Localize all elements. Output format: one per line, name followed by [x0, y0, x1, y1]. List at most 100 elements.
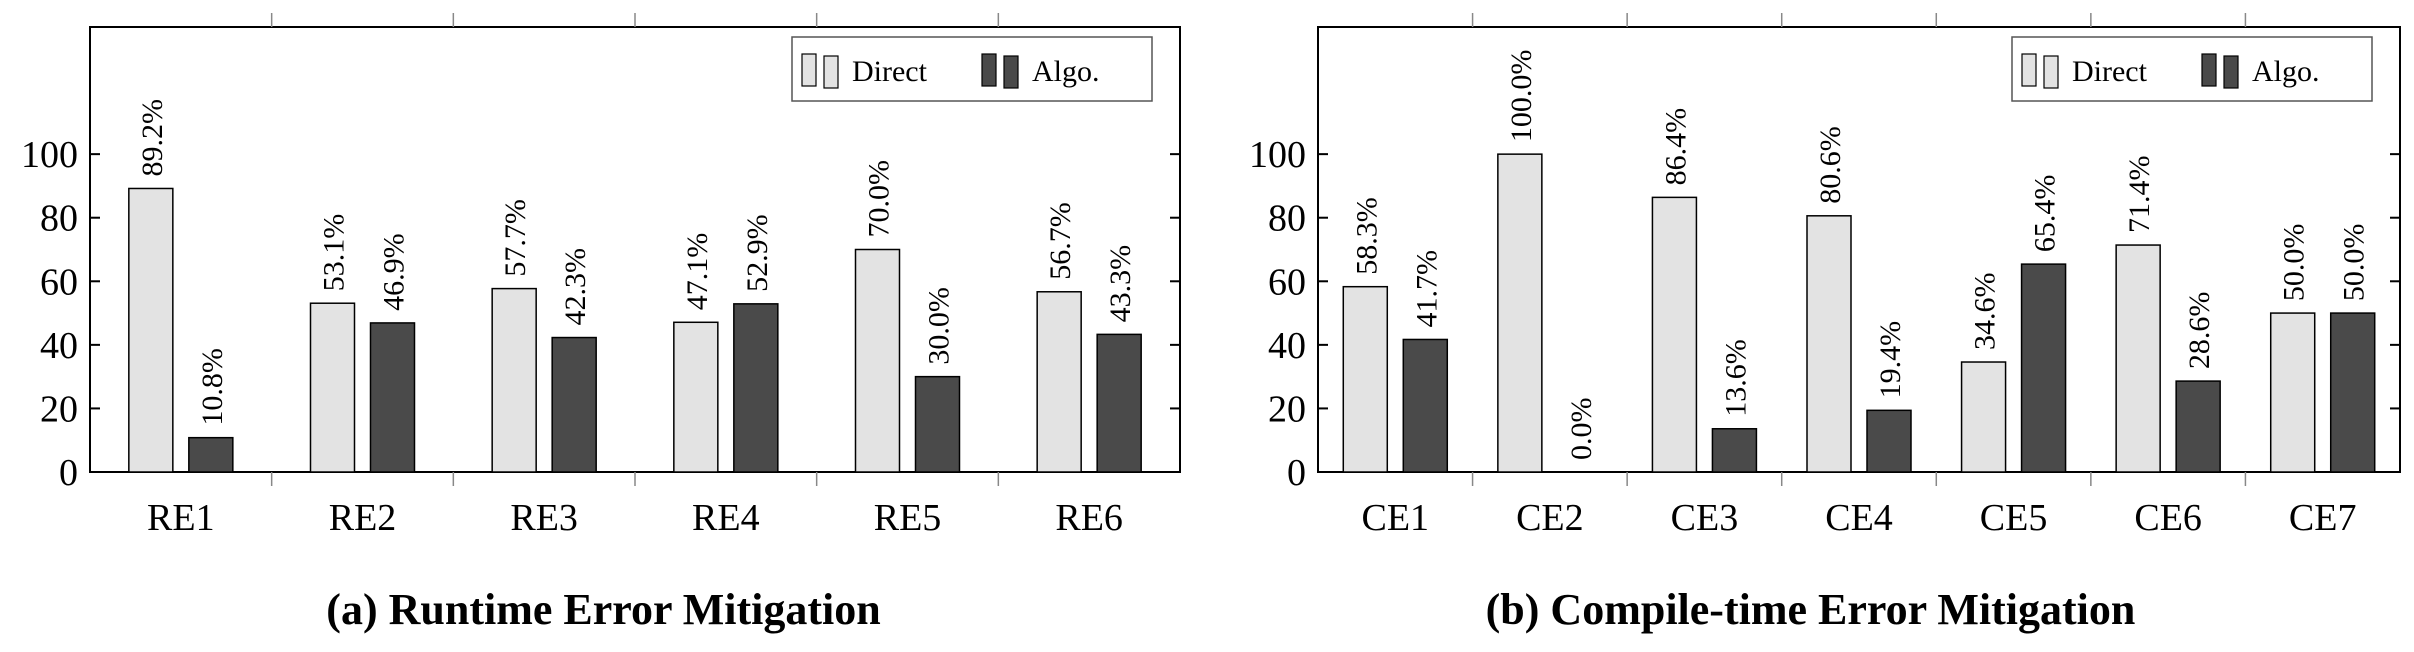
- legend-swatch-bar: [801, 53, 817, 87]
- data-label: 42.3%: [559, 248, 592, 326]
- y-tick-label: 80: [1268, 198, 1306, 240]
- legend-swatch-direct: [2021, 53, 2059, 89]
- y-tick-label: 0: [1287, 452, 1306, 494]
- bar-algo: [188, 436, 234, 473]
- legend-label: Algo.: [2252, 55, 2320, 88]
- data-label: 52.9%: [741, 214, 774, 292]
- data-label: 86.4%: [1659, 108, 1692, 186]
- data-label: 70.0%: [863, 160, 896, 238]
- bar-algo: [1402, 338, 1449, 473]
- x-tick-label: RE4: [692, 497, 760, 539]
- bar-direct: [2115, 244, 2161, 473]
- data-label: 58.3%: [1350, 197, 1383, 275]
- legend-swatch-bar: [981, 53, 997, 87]
- data-label: 50.0%: [2338, 224, 2371, 302]
- data-label: 50.0%: [2278, 224, 2311, 302]
- legend-swatch-direct: [801, 53, 839, 89]
- data-label: 57.7%: [499, 199, 532, 277]
- x-tick-label: CE5: [1980, 497, 2048, 539]
- data-label: 34.6%: [1969, 273, 2002, 351]
- y-tick-label: 40: [1268, 325, 1306, 367]
- y-tick-label: 60: [1268, 261, 1306, 303]
- bar-algo: [1096, 333, 1142, 473]
- y-tick-label: 80: [40, 198, 78, 240]
- legend-swatch-bar: [1003, 55, 1019, 89]
- x-tick-label: CE4: [1825, 497, 1893, 539]
- bar-direct: [491, 287, 537, 473]
- data-label: 28.6%: [2183, 292, 2216, 369]
- bar-algo: [551, 336, 597, 473]
- bar-direct: [128, 187, 174, 473]
- plot-frame: [1317, 26, 2401, 473]
- x-tick-label: CE3: [1671, 497, 1739, 539]
- data-label: 43.3%: [1104, 245, 1137, 323]
- legend-swatch-algo: [981, 53, 1019, 89]
- bar-direct: [1806, 215, 1852, 473]
- bar-direct: [2269, 312, 2316, 473]
- bar-direct: [673, 321, 719, 473]
- legend-label: Direct: [2072, 55, 2148, 88]
- bar-algo: [2020, 263, 2067, 473]
- x-tick-label: CE6: [2134, 497, 2202, 539]
- chart-caption: (a) Runtime Error Mitigation: [326, 585, 881, 634]
- bar-direct: [1036, 291, 1082, 473]
- data-label: 56.7%: [1044, 202, 1077, 280]
- data-label: 89.2%: [136, 99, 169, 177]
- bar-algo: [1711, 428, 1758, 473]
- y-tick-label: 20: [1268, 388, 1306, 430]
- x-tick-label: RE2: [329, 497, 397, 539]
- x-tick-label: RE1: [147, 497, 215, 539]
- bar-direct: [1651, 196, 1698, 473]
- legend-label: Algo.: [1032, 55, 1100, 88]
- y-tick-label: 20: [40, 388, 78, 430]
- y-tick-label: 0: [59, 452, 78, 494]
- x-tick-label: CE7: [2289, 497, 2357, 539]
- legend: Direct Algo.: [2011, 36, 2373, 102]
- bar-algo: [1866, 409, 1912, 473]
- bar-algo: [914, 375, 961, 473]
- x-tick-label: RE3: [510, 497, 578, 539]
- legend-box: [791, 36, 1153, 102]
- legend: Direct Algo.: [791, 36, 1153, 102]
- legend-swatch-bar: [2043, 55, 2059, 89]
- chart-panel-runtime: 0 20 40 60 80 100 89.2% 10.8% RE1 53.1% 46.9% RE2 57…: [21, 13, 1181, 634]
- bar-direct: [1497, 153, 1543, 473]
- y-tick-label: 100: [21, 134, 78, 176]
- x-tick-label: CE1: [1362, 497, 1430, 539]
- data-label: 13.6%: [1719, 339, 1752, 417]
- data-label: 19.4%: [1874, 321, 1907, 399]
- x-tick-label: CE2: [1516, 497, 1584, 539]
- data-label: 46.9%: [378, 233, 411, 311]
- legend-box: [2011, 36, 2373, 102]
- legend-swatch-bar: [2021, 53, 2037, 87]
- bar-algo: [733, 303, 779, 473]
- bar-direct: [854, 248, 901, 473]
- bar-algo: [369, 322, 416, 473]
- bar-algo: [2329, 312, 2376, 473]
- data-label: 65.4%: [2029, 175, 2062, 253]
- legend-swatch-bar: [2201, 53, 2217, 87]
- chart-panel-compile: 0 20 40 60 80 100 58.3% 41.7% CE1 100.0% 0.0% CE2 86…: [1207, 0, 2414, 652]
- bar-algo: [2175, 380, 2221, 473]
- chart-caption: (b) Compile-time Error Mitigation: [1485, 585, 2136, 634]
- bar-direct: [1342, 285, 1389, 473]
- data-label: 53.1%: [318, 214, 351, 292]
- y-tick-label: 60: [40, 261, 78, 303]
- data-label: 10.8%: [196, 348, 229, 425]
- bar-direct: [309, 302, 356, 473]
- data-label: 41.7%: [1410, 250, 1443, 327]
- compile-time-error-chart: 0 20 40 60 80 100 58.3% 41.7% CE1 100.0% 0.0% CE2 86…: [1249, 13, 2401, 539]
- y-tick-label: 40: [40, 325, 78, 367]
- data-label: 0.0%: [1565, 398, 1598, 461]
- legend-swatch-bar: [2223, 55, 2239, 89]
- bar-direct: [1960, 361, 2007, 473]
- data-label: 71.4%: [2123, 156, 2156, 234]
- data-label: 100.0%: [1505, 50, 1538, 143]
- legend-swatch-bar: [823, 55, 839, 89]
- data-label: 30.0%: [923, 287, 956, 365]
- x-tick-label: RE5: [874, 497, 942, 539]
- data-label: 80.6%: [1814, 126, 1847, 204]
- legend-swatch-algo: [2201, 53, 2239, 89]
- x-tick-label: RE6: [1055, 497, 1123, 539]
- runtime-error-chart: 0 20 40 60 80 100 89.2% 10.8% RE1 53.1% 46.9% RE2 57…: [21, 13, 1181, 539]
